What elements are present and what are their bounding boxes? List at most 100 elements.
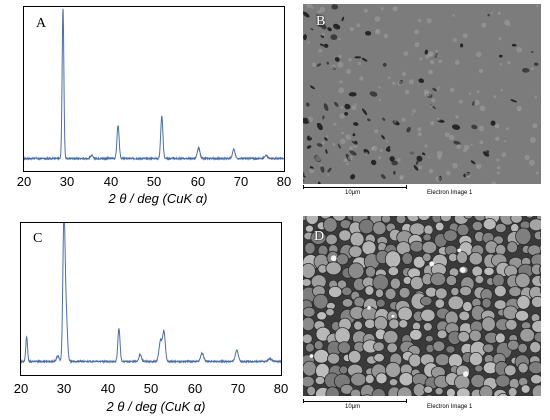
sem-grain — [306, 385, 316, 396]
sem-grain-highlight — [534, 95, 538, 99]
sem-grain — [375, 298, 386, 308]
sem-grain-highlight — [408, 79, 414, 85]
sem-pore — [320, 34, 323, 38]
sem-grain — [531, 384, 541, 396]
sem-pore — [429, 104, 437, 110]
scale-bar-tick-d-left — [303, 399, 304, 403]
sem-grain — [410, 275, 425, 291]
sem-grain — [440, 216, 452, 223]
sem-pore — [521, 68, 530, 73]
sem-pore — [344, 111, 349, 116]
sem-grain-highlight — [311, 62, 317, 67]
sem-pore — [499, 54, 503, 58]
sem-grain — [325, 386, 340, 396]
sem-pore — [406, 126, 411, 133]
sem-grain-highlight — [337, 61, 344, 68]
plot-frame-c — [20, 222, 282, 376]
sem-pore — [316, 13, 322, 19]
sem-grain-highlight — [491, 12, 494, 15]
sem-grain-highlight — [463, 148, 467, 153]
sem-grain — [497, 393, 509, 396]
sem-grain — [473, 216, 487, 222]
sem-grain-highlight — [505, 127, 509, 131]
sem-grain-highlight — [496, 166, 501, 170]
sem-grain-highlight — [428, 69, 433, 75]
sem-grain-highlight — [536, 4, 539, 8]
sem-grain-highlight — [438, 59, 442, 63]
sem-grain — [423, 224, 434, 236]
sem-grain — [373, 316, 389, 331]
sem-grain — [408, 353, 422, 368]
sem-grain-highlight — [378, 98, 381, 102]
sem-grain — [397, 386, 413, 396]
x-tick-label: 30 — [59, 174, 75, 189]
sem-pore — [303, 117, 310, 124]
sem-pore — [333, 23, 341, 30]
sem-grain-highlight — [452, 162, 458, 169]
sem-pore — [482, 151, 490, 157]
sem-grain — [337, 341, 352, 354]
sem-grain — [305, 216, 319, 225]
sem-grain — [471, 265, 484, 278]
sem-grain — [349, 231, 365, 247]
sem-grain — [375, 372, 388, 385]
sem-grain-highlight — [428, 53, 432, 57]
sem-pore — [320, 23, 327, 30]
sem-pore — [471, 124, 478, 130]
sem-bright-particle — [391, 314, 395, 318]
sem-grain-highlight — [417, 18, 422, 23]
sem-grain-highlight — [374, 129, 379, 134]
sem-grain-highlight — [326, 135, 329, 138]
sem-grain-highlight — [345, 134, 351, 140]
sem-grain — [508, 286, 522, 298]
sem-grain — [529, 341, 541, 354]
sem-grain — [482, 218, 497, 231]
sem-grain — [303, 333, 313, 344]
sem-grain-highlight — [331, 64, 336, 70]
sem-pore — [425, 92, 433, 98]
sem-pore — [463, 173, 467, 178]
sem-grain-highlight — [495, 136, 500, 142]
sem-grain — [468, 329, 482, 342]
sem-grain-highlight — [414, 29, 420, 35]
sem-grain-highlight — [437, 154, 442, 160]
sem-caption-b: Electron Image 1 — [427, 190, 473, 196]
x-tick-label: 70 — [230, 381, 246, 396]
sem-grain-highlight — [508, 24, 511, 27]
panel-label-a: A — [36, 16, 47, 31]
sem-grain-highlight — [354, 103, 357, 106]
x-tick-label: 70 — [233, 174, 249, 189]
sem-pore — [352, 133, 356, 137]
sem-grain-highlight — [372, 145, 378, 151]
x-axis-label-a: 2 θ / deg (CuK α) — [108, 191, 208, 206]
sem-pore — [363, 148, 370, 155]
sem-grain — [371, 388, 386, 396]
sem-pore — [354, 56, 362, 59]
sem-pore — [386, 148, 391, 152]
sem-grain — [397, 306, 413, 322]
sem-grain-highlight — [309, 135, 313, 138]
sem-grain — [459, 285, 473, 297]
sem-grain — [364, 318, 376, 330]
sem-grain-highlight — [320, 164, 323, 168]
xrd-chart-a — [24, 8, 284, 162]
sem-grain-highlight — [532, 123, 538, 129]
sem-grain — [456, 387, 471, 396]
sem-grain-highlight — [424, 91, 429, 97]
sem-grain — [525, 216, 534, 219]
sem-grain — [507, 387, 518, 396]
sem-pore — [350, 174, 356, 180]
sem-bright-particle — [460, 267, 466, 273]
sem-grain-highlight — [401, 117, 406, 122]
sem-grain — [474, 364, 484, 373]
sem-grain-highlight — [497, 11, 501, 15]
x-tick-label: 20 — [13, 381, 29, 396]
sem-grain — [436, 329, 448, 340]
sem-grain — [412, 255, 426, 269]
sem-pore — [314, 154, 322, 163]
sem-grain — [445, 345, 456, 354]
sem-grain-highlight — [428, 51, 434, 57]
sem-grain-highlight — [449, 87, 455, 93]
sem-pore — [331, 66, 336, 70]
sem-grain — [504, 364, 517, 377]
